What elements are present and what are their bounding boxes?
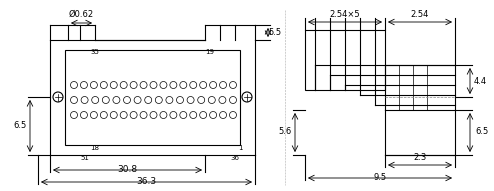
Text: 6.5: 6.5 <box>13 121 27 130</box>
Text: 6.5: 6.5 <box>475 128 489 137</box>
Bar <box>65 50 240 145</box>
Bar <box>305 30 385 90</box>
Text: Ø0.62: Ø0.62 <box>69 10 93 19</box>
Text: 18: 18 <box>90 145 99 151</box>
Text: 51: 51 <box>81 155 89 161</box>
Text: 9.5: 9.5 <box>373 173 387 182</box>
Text: 36: 36 <box>231 155 240 161</box>
Text: 5.6: 5.6 <box>279 128 291 137</box>
Text: 30.8: 30.8 <box>117 165 137 175</box>
Text: 5.5: 5.5 <box>268 28 282 36</box>
Text: 4.4: 4.4 <box>473 77 487 86</box>
Text: 1: 1 <box>238 145 242 151</box>
Text: 19: 19 <box>206 49 214 55</box>
Text: 35: 35 <box>90 49 99 55</box>
Text: 2.54: 2.54 <box>411 10 429 19</box>
Text: 36.3: 36.3 <box>136 177 156 186</box>
Text: 2.3: 2.3 <box>413 154 427 163</box>
Text: 2.54×5: 2.54×5 <box>329 10 360 19</box>
